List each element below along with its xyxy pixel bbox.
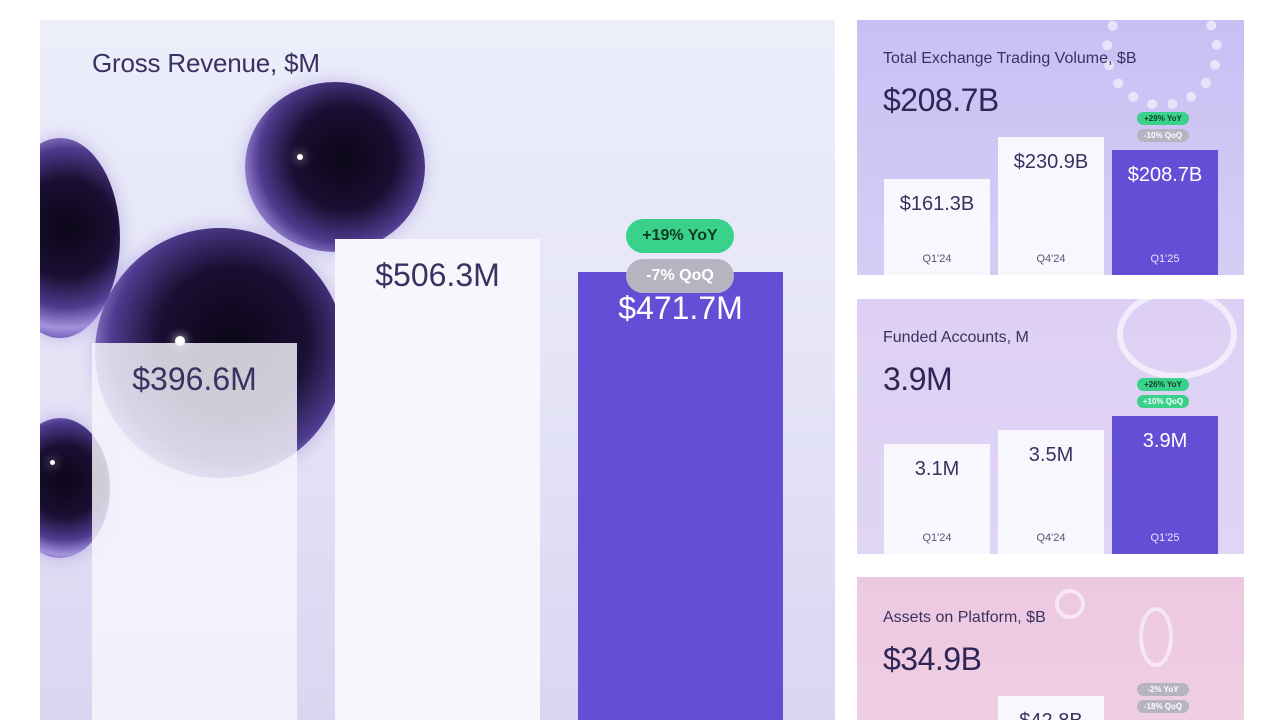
purple-blob-graphic: [245, 82, 425, 252]
card-bar-value: 3.9M: [1142, 430, 1188, 452]
card-bar: $42.8B: [998, 696, 1104, 720]
spiral-shell-graphic: [1102, 20, 1222, 110]
qoq-badge: -18% QoQ: [1137, 700, 1189, 713]
assets-on-platform-card: Assets on Platform, $B $34.9B $42.8B -2% …: [857, 577, 1244, 720]
bubble-figure-graphic: [1055, 589, 1085, 619]
qoq-badge: +10% QoQ: [1137, 395, 1189, 408]
card-bar: $230.9B Q4'24: [998, 137, 1104, 275]
qoq-badge: -7% QoQ: [626, 259, 734, 293]
card-bar-category: Q1'24: [922, 532, 952, 544]
revenue-bar-label: $396.6M: [132, 361, 257, 398]
gross-revenue-panel: Gross Revenue, $M $396.6M $506.3M $471.7M …: [40, 20, 835, 720]
yoy-badge: +19% YoY: [626, 219, 734, 253]
card-bar-value: $230.9B: [1013, 151, 1089, 173]
card-bar-category: Q4'24: [1036, 532, 1066, 544]
card-bar: $208.7B Q1'25: [1112, 150, 1218, 275]
revenue-bar: $396.6M: [92, 343, 297, 720]
card-bar: 3.9M Q1'25: [1112, 416, 1218, 554]
card-bar-value: 3.1M: [914, 458, 960, 480]
card-headline-value: $34.9B: [883, 641, 982, 677]
glass-flower-graphic: [1117, 299, 1237, 379]
card-bar-category: Q4'24: [1036, 253, 1066, 265]
yoy-badge: +26% YoY: [1137, 378, 1189, 391]
card-headline-value: 3.9M: [883, 361, 953, 397]
card-headline-value: $208.7B: [883, 82, 999, 118]
trading-volume-card: Total Exchange Trading Volume, $B $208.7…: [857, 20, 1244, 275]
revenue-bar: $506.3M: [335, 239, 540, 720]
card-bar-category: Q1'24: [922, 253, 952, 265]
card-bar: $161.3B Q1'24: [884, 179, 990, 275]
card-bar-category: Q1'25: [1150, 532, 1180, 544]
card-bar: 3.5M Q4'24: [998, 430, 1104, 554]
card-title: Assets on Platform, $B: [883, 609, 1046, 626]
yoy-badge: +29% YoY: [1137, 112, 1189, 125]
qoq-badge: -10% QoQ: [1137, 129, 1189, 142]
card-bar-value: 3.5M: [1028, 444, 1074, 466]
revenue-bar-label: $471.7M: [618, 289, 743, 326]
revenue-bar-label: $506.3M: [375, 257, 500, 293]
funded-accounts-card: Funded Accounts, M 3.9M 3.1M Q1'24 3.5M Q4'…: [857, 299, 1244, 554]
card-title: Funded Accounts, M: [883, 329, 1029, 346]
card-bar-value: $161.3B: [899, 193, 975, 215]
gross-revenue-title: Gross Revenue, $M: [92, 48, 320, 78]
bubble-figure-graphic: [1139, 607, 1173, 667]
yoy-badge: -2% YoY: [1137, 683, 1189, 696]
card-bar-category: Q1'25: [1150, 253, 1180, 265]
revenue-bar: $471.7M: [578, 271, 783, 720]
card-bar-value: $42.8B: [998, 710, 1104, 720]
card-title: Total Exchange Trading Volume, $B: [883, 50, 1137, 67]
card-bar: 3.1M Q1'24: [884, 444, 990, 554]
card-bar-value: $208.7B: [1127, 164, 1203, 186]
